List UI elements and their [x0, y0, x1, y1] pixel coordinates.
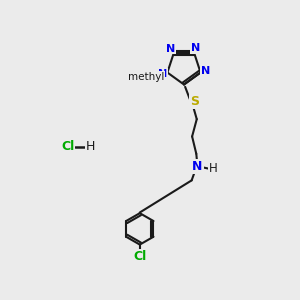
Text: H: H: [86, 140, 95, 153]
Text: N: N: [201, 66, 210, 76]
Text: Cl: Cl: [133, 250, 146, 263]
Text: N: N: [191, 43, 200, 53]
Text: N: N: [192, 160, 203, 173]
Text: H: H: [209, 162, 218, 175]
Text: N: N: [166, 44, 176, 53]
Text: N: N: [158, 69, 167, 79]
Text: S: S: [190, 94, 199, 108]
Text: Cl: Cl: [61, 140, 74, 153]
Text: methyl: methyl: [128, 72, 164, 82]
